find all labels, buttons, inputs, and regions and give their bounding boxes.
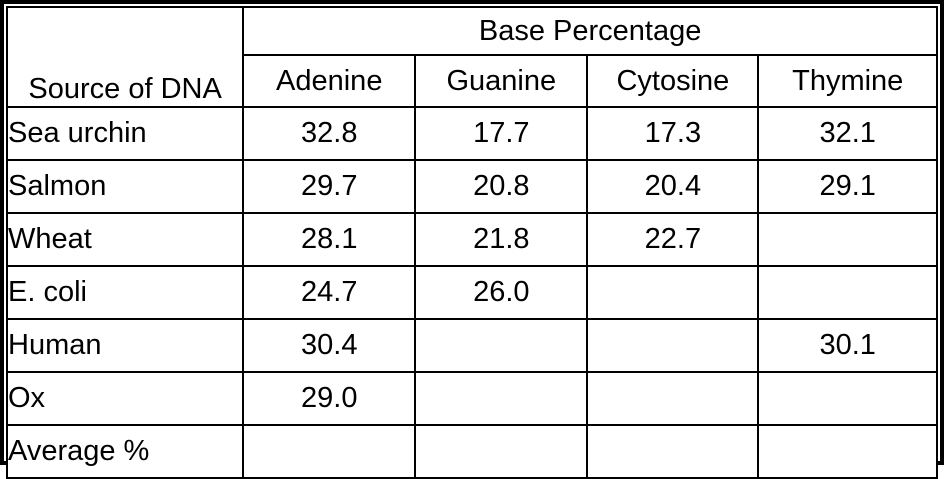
table-row: Salmon 29.7 20.8 20.4 29.1 bbox=[5, 159, 938, 214]
value-cell bbox=[414, 424, 589, 479]
value-cell: 20.8 bbox=[414, 159, 589, 214]
column-header-row: Adenine Guanine Cytosine Thymine bbox=[7, 54, 938, 108]
column-header-adenine: Adenine bbox=[242, 54, 417, 108]
value-cell bbox=[586, 318, 760, 373]
value-cell: 20.4 bbox=[586, 159, 760, 214]
value-cell: 30.4 bbox=[242, 318, 417, 373]
group-header-row: Source of DNA Base Percentage bbox=[5, 6, 938, 108]
value-cell bbox=[757, 371, 938, 426]
corner-header-source-of-dna: Source of DNA bbox=[5, 6, 245, 108]
table-row: Ox 29.0 bbox=[5, 371, 938, 426]
value-cell: 29.1 bbox=[757, 159, 938, 214]
table-row: Sea urchin 32.8 17.7 17.3 32.1 bbox=[5, 106, 938, 161]
value-cell: 32.1 bbox=[757, 106, 938, 161]
value-cell bbox=[242, 424, 417, 479]
value-cell: 21.8 bbox=[414, 212, 589, 267]
table-row: Wheat 28.1 21.8 22.7 bbox=[5, 212, 938, 267]
value-cell: 24.7 bbox=[242, 265, 417, 320]
table-row: Average % bbox=[5, 424, 938, 479]
value-cell: 29.0 bbox=[242, 371, 417, 426]
value-cell: 17.7 bbox=[414, 106, 589, 161]
value-cell bbox=[414, 318, 589, 373]
row-label: Average % bbox=[5, 424, 245, 479]
group-header-base-percentage: Base Percentage bbox=[242, 6, 938, 56]
row-label: Wheat bbox=[5, 212, 245, 267]
table-row: Human 30.4 30.1 bbox=[5, 318, 938, 373]
value-cell bbox=[414, 371, 589, 426]
column-header-cytosine: Cytosine bbox=[586, 54, 760, 108]
row-label: Human bbox=[5, 318, 245, 373]
value-cell: 30.1 bbox=[757, 318, 938, 373]
value-cell: 22.7 bbox=[586, 212, 760, 267]
value-cell: 26.0 bbox=[414, 265, 589, 320]
value-cell bbox=[586, 371, 760, 426]
value-cell bbox=[757, 265, 938, 320]
value-cell: 29.7 bbox=[242, 159, 417, 214]
row-label: Sea urchin bbox=[5, 106, 245, 161]
value-cell bbox=[757, 212, 938, 267]
row-label: Ox bbox=[5, 371, 245, 426]
table-row: E. coli 24.7 26.0 bbox=[5, 265, 938, 320]
column-header-guanine: Guanine bbox=[414, 54, 589, 108]
dna-base-percentage-table: Source of DNA Base Percentage Adenine Gu… bbox=[5, 6, 938, 479]
value-cell bbox=[586, 265, 760, 320]
row-label: Salmon bbox=[5, 159, 245, 214]
value-cell: 28.1 bbox=[242, 212, 417, 267]
value-cell bbox=[586, 424, 760, 479]
row-label: E. coli bbox=[5, 265, 245, 320]
value-cell: 17.3 bbox=[586, 106, 760, 161]
value-cell: 32.8 bbox=[242, 106, 417, 161]
column-header-thymine: Thymine bbox=[757, 54, 938, 108]
value-cell bbox=[757, 424, 938, 479]
